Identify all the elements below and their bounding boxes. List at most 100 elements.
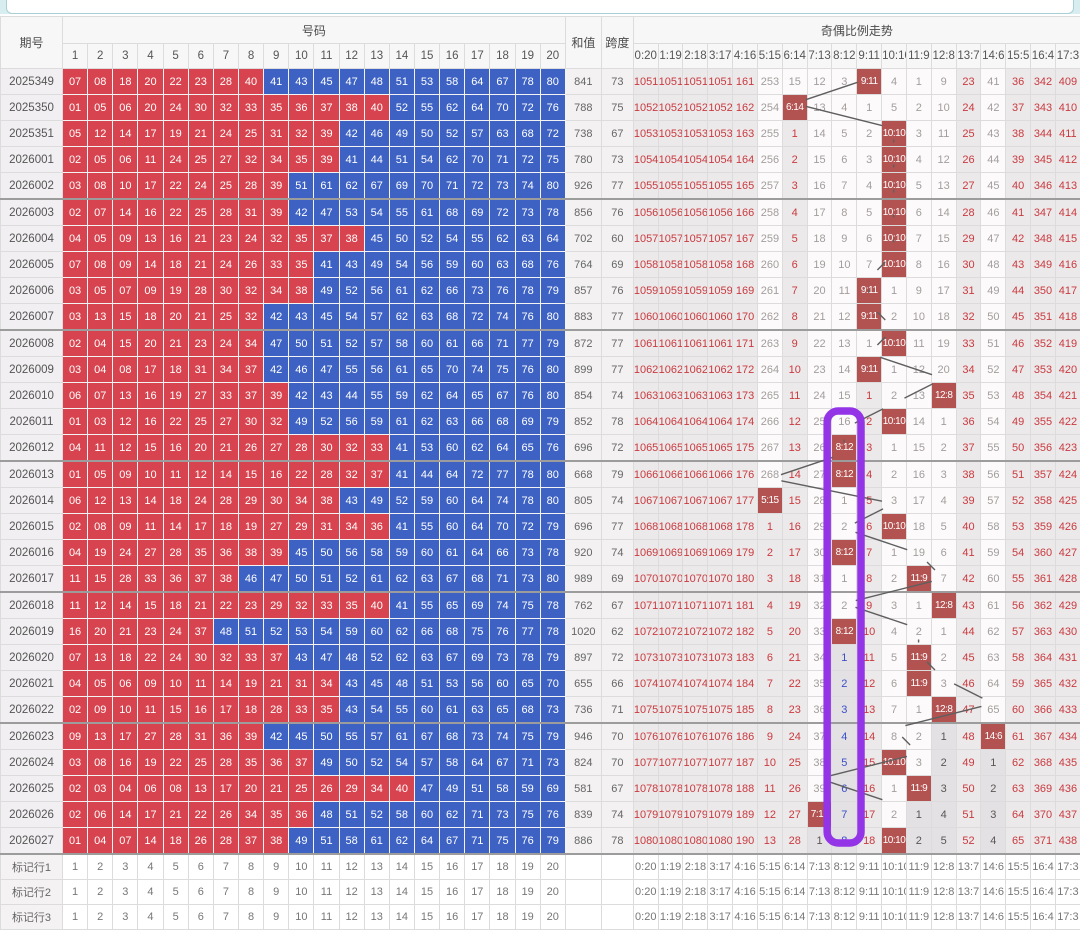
trend-hit-cell: 10:10 bbox=[882, 514, 907, 540]
trend-miss-cell: 23 bbox=[782, 697, 807, 724]
sum-cell: 897 bbox=[565, 645, 601, 671]
number-ball: 03 bbox=[63, 278, 88, 304]
number-ball: 41 bbox=[389, 461, 414, 488]
trend-miss-cell: 1060 bbox=[633, 304, 658, 331]
sum-cell: 736 bbox=[565, 697, 601, 724]
period-cell: 2026010 bbox=[1, 383, 63, 409]
trend-miss-cell: 171 bbox=[733, 330, 758, 357]
number-ball: 69 bbox=[389, 173, 414, 200]
trend-miss-cell: 47 bbox=[956, 697, 981, 724]
ratio-col-header: 17:3 bbox=[1055, 44, 1080, 69]
number-ball: 44 bbox=[364, 147, 389, 173]
number-ball: 46 bbox=[289, 357, 314, 383]
trend-miss-cell: 164 bbox=[733, 147, 758, 173]
trend-miss-cell: 43 bbox=[981, 121, 1006, 147]
trend-miss-cell: 32 bbox=[807, 592, 832, 619]
trend-miss-cell: 47 bbox=[981, 226, 1006, 252]
number-ball: 14 bbox=[213, 461, 238, 488]
number-ball: 71 bbox=[465, 828, 490, 855]
trend-miss-cell: 3 bbox=[931, 671, 956, 697]
number-ball: 08 bbox=[88, 252, 113, 278]
ratio-col-header: 4:16 bbox=[733, 44, 758, 69]
marker-ratio-cell: 7:13 bbox=[807, 905, 832, 930]
number-ball: 25 bbox=[213, 304, 238, 331]
trend-miss-cell: 1068 bbox=[633, 514, 658, 540]
trend-miss-cell: 1080 bbox=[658, 828, 683, 855]
number-ball: 33 bbox=[289, 697, 314, 724]
span-cell: 60 bbox=[601, 226, 633, 252]
marker-ratio-cell: 4:16 bbox=[733, 854, 758, 880]
number-ball: 55 bbox=[414, 95, 439, 121]
trend-miss-cell: 9 bbox=[782, 330, 807, 357]
sum-cell: 857 bbox=[565, 278, 601, 304]
marker-ratio-cell: 12:8 bbox=[931, 854, 956, 880]
number-ball: 13 bbox=[113, 383, 138, 409]
number-ball: 28 bbox=[188, 278, 213, 304]
marker-ratio-cell: 1:19 bbox=[658, 854, 683, 880]
marker-number-cell: 20 bbox=[540, 905, 565, 930]
trend-miss-cell: 344 bbox=[1031, 121, 1056, 147]
number-ball: 63 bbox=[414, 645, 439, 671]
ratio-col-header: 2:18 bbox=[683, 44, 708, 69]
trend-miss-cell: 163 bbox=[733, 121, 758, 147]
trend-miss-cell: 428 bbox=[1055, 566, 1080, 593]
trend-miss-cell: 266 bbox=[757, 409, 782, 435]
number-ball: 32 bbox=[339, 435, 364, 462]
number-col-header: 15 bbox=[414, 44, 439, 69]
trend-miss-cell: 7 bbox=[782, 278, 807, 304]
trend-hit-cell: 10:10 bbox=[882, 252, 907, 278]
trend-miss-cell: 11 bbox=[832, 278, 857, 304]
trend-miss-cell: 52 bbox=[981, 357, 1006, 383]
number-ball: 68 bbox=[515, 252, 540, 278]
number-ball: 79 bbox=[540, 645, 565, 671]
trend-miss-cell: 17 bbox=[807, 199, 832, 226]
number-ball: 58 bbox=[389, 802, 414, 828]
number-ball: 26 bbox=[188, 828, 213, 855]
number-ball: 31 bbox=[264, 121, 289, 147]
number-ball: 72 bbox=[515, 95, 540, 121]
trend-miss-cell: 1060 bbox=[683, 304, 708, 331]
span-cell: 73 bbox=[601, 69, 633, 95]
number-ball: 62 bbox=[414, 278, 439, 304]
trend-miss-cell: 1078 bbox=[708, 776, 733, 802]
trend-miss-cell: 6 bbox=[931, 540, 956, 566]
trend-miss-cell: 15 bbox=[857, 750, 882, 776]
trend-miss-cell: 1 bbox=[931, 409, 956, 435]
number-ball: 27 bbox=[188, 383, 213, 409]
marker-ratio-cell: 15:5 bbox=[1006, 880, 1031, 905]
number-ball: 64 bbox=[465, 514, 490, 540]
trend-hit-cell: 10:10 bbox=[882, 750, 907, 776]
trend-miss-cell: 418 bbox=[1055, 304, 1080, 331]
trend-miss-cell: 368 bbox=[1031, 750, 1056, 776]
number-ball: 70 bbox=[465, 147, 490, 173]
trend-miss-cell: 5 bbox=[931, 514, 956, 540]
number-ball: 10 bbox=[138, 461, 163, 488]
number-ball: 28 bbox=[289, 435, 314, 462]
period-cell: 2026006 bbox=[1, 278, 63, 304]
marker-ratio-cell: 17:3 bbox=[1055, 854, 1080, 880]
number-ball: 59 bbox=[339, 619, 364, 645]
period-cell: 2026004 bbox=[1, 226, 63, 252]
trend-miss-cell: 417 bbox=[1055, 278, 1080, 304]
trend-miss-cell: 1058 bbox=[708, 252, 733, 278]
marker-ratio-cell: 11:9 bbox=[906, 880, 931, 905]
number-ball: 65 bbox=[465, 383, 490, 409]
trend-miss-cell: 35 bbox=[807, 671, 832, 697]
number-ball: 30 bbox=[264, 488, 289, 514]
marker-number-cell: 6 bbox=[188, 854, 213, 880]
trend-miss-cell: 27 bbox=[807, 461, 832, 488]
number-ball: 78 bbox=[540, 592, 565, 619]
trend-hit-cell: 5:15 bbox=[757, 488, 782, 514]
number-ball: 68 bbox=[515, 697, 540, 724]
trend-miss-cell: 1052 bbox=[683, 95, 708, 121]
marker-number-cell: 20 bbox=[540, 854, 565, 880]
number-ball: 12 bbox=[113, 435, 138, 462]
trend-miss-cell: 15 bbox=[782, 488, 807, 514]
trend-miss-cell: 61 bbox=[1006, 723, 1031, 750]
trend-miss-cell: 28 bbox=[807, 488, 832, 514]
marker-ratio-cell: 4:16 bbox=[733, 905, 758, 930]
trend-miss-cell: 1059 bbox=[658, 278, 683, 304]
trend-miss-cell: 41 bbox=[956, 540, 981, 566]
marker-number-cell: 3 bbox=[113, 880, 138, 905]
